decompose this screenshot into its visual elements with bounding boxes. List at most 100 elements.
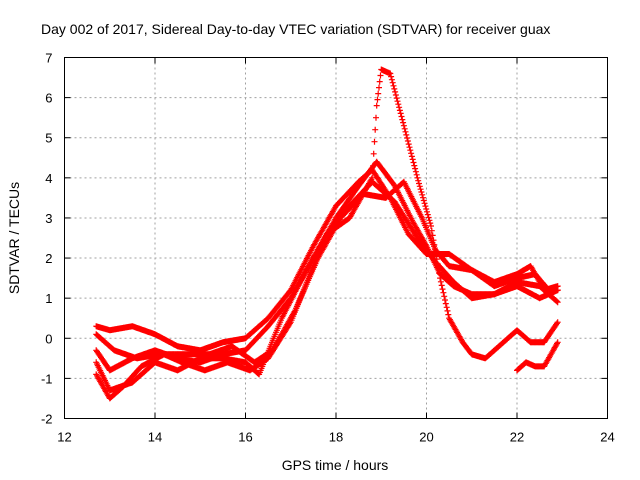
data-point [376, 84, 382, 91]
y-tick-label: 5 [45, 131, 52, 146]
y-tick-label: 3 [45, 211, 52, 226]
data-point [420, 194, 426, 201]
data-point [403, 131, 410, 138]
data-point [415, 177, 422, 184]
data-point [424, 208, 430, 215]
y-tick-label: 0 [45, 331, 52, 346]
data-point [440, 289, 447, 296]
data-point [393, 95, 400, 102]
x-tick-label: 12 [57, 430, 71, 445]
y-tick-label: -1 [41, 371, 53, 386]
data-point [443, 304, 450, 311]
data-point [424, 211, 431, 218]
data-point [399, 116, 406, 123]
data-point [428, 223, 434, 229]
data-point [417, 186, 424, 193]
x-tick-label: 18 [329, 430, 343, 445]
data-point [397, 110, 404, 117]
data-point [400, 119, 407, 126]
data-point [412, 165, 419, 172]
data-point [388, 73, 395, 80]
chart-title: Day 002 of 2017, Sidereal Day-to-day VTE… [41, 21, 550, 37]
data-point [405, 141, 412, 148]
data-point [408, 153, 415, 160]
grid [64, 57, 608, 419]
data-point [422, 203, 429, 210]
x-axis-label: GPS time / hours [282, 457, 389, 473]
data-point [373, 102, 380, 109]
data-point [445, 311, 452, 318]
x-tick-label: 22 [510, 430, 524, 445]
data-point [438, 282, 445, 289]
y-tick-label: 2 [45, 251, 52, 266]
series-5 [93, 178, 561, 366]
data-point [423, 206, 430, 212]
data-point [372, 126, 379, 133]
data-point [420, 197, 427, 204]
data-point [554, 299, 561, 306]
data-point [554, 287, 561, 294]
y-tick-label: 6 [45, 91, 52, 106]
data-point [554, 319, 561, 326]
data-point [419, 191, 426, 198]
data-point [414, 174, 421, 181]
y-axis-label: SDTVAR / TECUs [6, 182, 22, 294]
data-point [410, 159, 417, 166]
data-point [433, 256, 440, 263]
data-point [437, 275, 444, 282]
data-point [374, 96, 381, 103]
data-point [390, 82, 397, 89]
data-point [442, 297, 448, 303]
data-point [394, 98, 401, 105]
y-tick-label: 1 [45, 291, 52, 306]
data-point [444, 307, 451, 314]
series-1 [93, 166, 561, 354]
data-point [439, 286, 446, 293]
data-point [376, 78, 383, 85]
data-point [426, 217, 433, 224]
data-point [408, 150, 415, 157]
x-tick-labels: 12 14 16 18 20 22 24 [57, 430, 614, 445]
y-tick-labels: -2 -1 0 1 2 3 4 5 6 7 [41, 51, 53, 427]
data-point [416, 180, 422, 187]
data-point [554, 340, 560, 347]
data-point [391, 85, 398, 92]
data-point [373, 114, 379, 121]
data-point [395, 101, 402, 108]
data-point [406, 144, 413, 151]
data-point [442, 300, 449, 307]
data-point [411, 162, 418, 169]
x-tick-label: 20 [419, 430, 433, 445]
data-point [416, 183, 423, 190]
series-6 [514, 339, 561, 374]
x-tick-label: 16 [238, 430, 252, 445]
data-point [553, 320, 560, 327]
data-point [418, 189, 425, 195]
data-point [375, 90, 382, 97]
data-point [407, 147, 414, 154]
data-point [369, 174, 376, 181]
data-point [404, 135, 411, 141]
data-point [377, 72, 384, 79]
data-point [435, 265, 442, 272]
data-point [388, 76, 395, 83]
data-point [387, 70, 394, 77]
y-tick-label: 4 [45, 171, 52, 186]
data-point [371, 138, 378, 145]
data-point [389, 79, 396, 86]
x-tick-label: 24 [600, 430, 614, 445]
data-point [392, 88, 399, 95]
data-point [436, 270, 443, 277]
data-point [401, 125, 408, 132]
plot-frame [64, 57, 608, 419]
data-point [370, 162, 376, 169]
data-point [554, 339, 561, 346]
data-point [398, 113, 405, 120]
data-point [434, 260, 441, 267]
data-point [437, 278, 444, 285]
y-tick-label: -2 [41, 412, 53, 427]
data-point [409, 156, 416, 163]
data-point [553, 298, 560, 305]
x-tick-label: 14 [148, 430, 162, 445]
data-point [400, 122, 407, 129]
